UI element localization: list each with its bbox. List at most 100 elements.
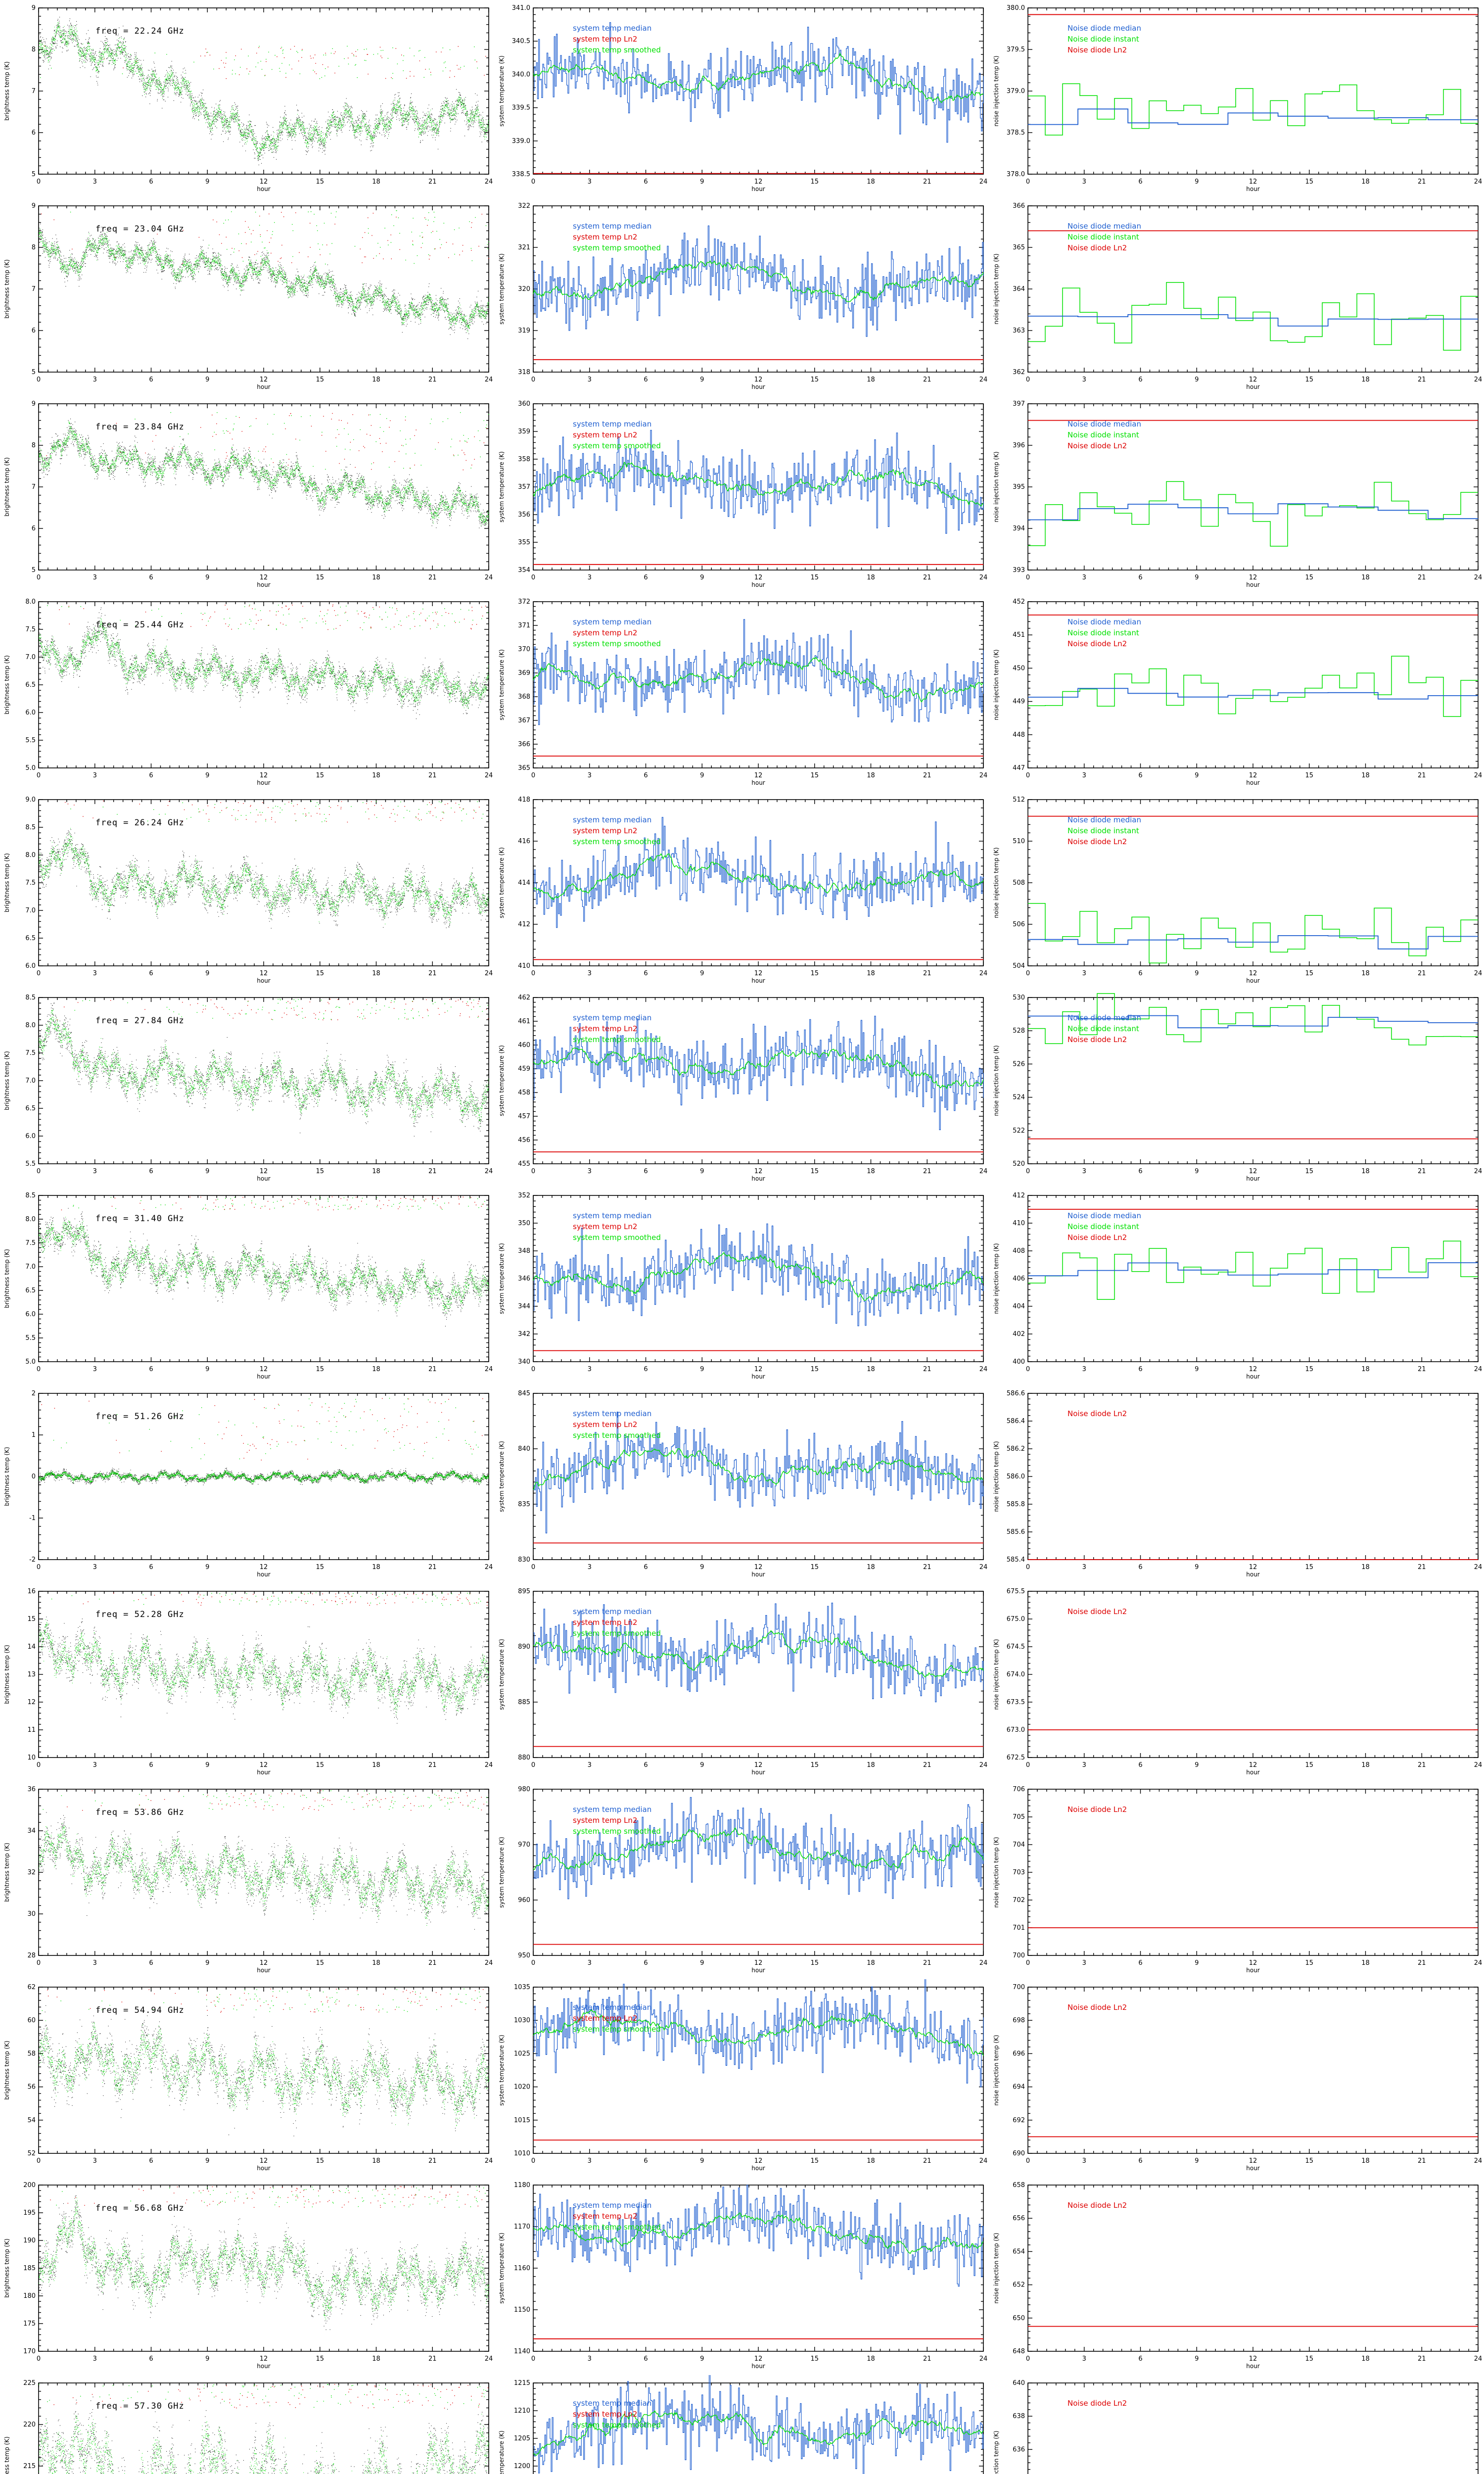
plot-svg: 0 3 6 9 12 15 18 21 24hour5.56.06.57.07.58.08.5b… (0, 990, 495, 1188)
legend-entry: system temp smoothed (573, 243, 661, 252)
plot-svg: 0 3 6 9 12 15 18 21 24hour6.06.57.07.58.08.59.0b… (0, 792, 495, 990)
svg-text:7: 7 (32, 88, 36, 95)
legend-entry: Noise diode instant (1067, 628, 1139, 637)
panel-row: 0 3 6 9 12 15 18 21 24 hour 170 175 180 185 190 195 200 b… (0, 2177, 1484, 2375)
legend-entry: system temp smoothed (573, 1233, 661, 1242)
panel-row: 0 3 6 9 12 15 18 21 24 hour 28 30 32 34 36 brightness t… (0, 1781, 1484, 1979)
panel-row: 0 3 6 9 12 15 18 21 24 hour -2 -1 0 1 2 brightness temp… (0, 1385, 1484, 1583)
plot-panel-noisediode: 0 3 6 9 12 15 18 21 24 hour 393 394 395 396 397 noise i… (989, 396, 1484, 594)
plot-panel-noisediode: 0 3 6 9 12 15 18 21 24 hour 672.5 673.0 673.5 674.0 67… (989, 1583, 1484, 1781)
plot-panel-systemp: 0 3 6 9 12 15 18 21 24 hour 830 835 840 845 system tem… (495, 1385, 989, 1583)
plot-panel-systemp: 0 3 6 9 12 15 18 21 24 hour 338.5 339.0 339.5 340.0 34… (495, 0, 989, 198)
legend-entry: system temp median (573, 1409, 651, 1418)
legend-entry: Noise diode median (1067, 1211, 1141, 1220)
plot-panel-noisediode: 0 3 6 9 12 15 18 21 24 hour 362 363 364 365 366 noise i… (989, 198, 1484, 396)
plot-svg: 0 3 6 9 12 15 18 21 24hour525456586062brightness… (0, 1979, 495, 2177)
panel-row: 0 3 6 9 12 15 18 21 24 hour 5 6 7 8 9 brightness temp (… (0, 396, 1484, 594)
plot-panel-noisediode: 0 3 6 9 12 15 18 21 24 hour 400 402 404 406 408 410 412 n… (989, 1188, 1484, 1385)
plot-svg: 0 3 6 9 12 15 18 21 24hour690692694696698700nois… (989, 1979, 1484, 2177)
plot-svg: 0 3 6 9 12 15 18 21 24hour410412414416418system … (495, 792, 989, 990)
legend-entry: Noise diode Ln2 (1067, 243, 1127, 252)
legend-entry: Noise diode instant (1067, 233, 1139, 241)
panel-row: 0 3 6 9 12 15 18 21 24 hour 5.5 6.0 6.5 7.0 7.5 8.0 8.5 b… (0, 990, 1484, 1188)
legend-entry: system temp Ln2 (573, 1024, 637, 1033)
legend-entry: system temp smoothed (573, 2421, 661, 2429)
plot-panel-brightness: 0 3 6 9 12 15 18 21 24 hour 10 11 12 13 14 15 16 brightne… (0, 1583, 495, 1781)
plot-svg: 0 3 6 9 12 15 18 21 24hour5.05.56.06.57.07.58.0b… (0, 594, 495, 792)
svg-text:18: 18 (372, 178, 380, 186)
panel-row: 03691215182124hour205210215220225brightn… (0, 2375, 1484, 2474)
plot-panel-noisediode: 0 3 6 9 12 15 18 21 24 hour 520 522 524 526 528 530 nois… (989, 990, 1484, 1188)
legend-entry: Noise diode instant (1067, 1024, 1139, 1033)
plot-panel-systemp: 0 3 6 9 12 15 18 21 24 hour 1010 1015 1020 1025 1030 10… (495, 1979, 989, 2177)
plot-svg: 0 3 6 9 12 15 18 21 24hour400402404406408410412n… (989, 1188, 1484, 1385)
legend-entry: system temp median (573, 1805, 651, 1814)
legend-entry: system temp median (573, 420, 651, 428)
plot-panel-noisediode: 0 3 6 9 12 15 18 21 24 hour 378.0 378.5 379.0 379.5 38… (989, 0, 1484, 198)
plot-svg: 0 3 6 9 12 15 18 21 24hour447448449450451452nois… (989, 594, 1484, 792)
plot-svg: 03691215182124hour1185119011951200120512… (495, 2375, 989, 2474)
plot-svg: 0 3 6 9 12 15 18 21 24hour3653663673683693703713… (495, 594, 989, 792)
plot-panel-noisediode: 0 3 6 9 12 15 18 21 24 hour 504 506 508 510 512 noise i… (989, 792, 1484, 990)
plot-panel-systemp: 0 3 6 9 12 15 18 21 24 hour 455 456 457 458 459 460 461 4… (495, 990, 989, 1188)
svg-text:9: 9 (205, 178, 209, 186)
legend-entry: Noise diode Ln2 (1067, 2003, 1127, 2012)
legend-entry: Noise diode Ln2 (1067, 1409, 1127, 1418)
legend-entry: Noise diode Ln2 (1067, 1035, 1127, 1044)
plot-panel-brightness: 0 3 6 9 12 15 18 21 24 hour 28 30 32 34 36 brightness t… (0, 1781, 495, 1979)
plot-svg: 0 3 6 9 12 15 18 21 24hour5.05.56.06.57.07.58.08… (0, 1188, 495, 1385)
freq-label: freq = 56.68 GHz (95, 2203, 185, 2213)
panel-row: 0 3 6 9 12 15 18 21 24 hour 5 6 7 8 9 brightness temp (… (0, 0, 1484, 198)
freq-label: freq = 53.86 GHz (95, 1808, 185, 1817)
plot-svg: 0 3 6 9 12 15 18 21 24hour648650652654656658nois… (989, 2177, 1484, 2375)
plot-panel-brightness: 0 3 6 9 12 15 18 21 24 hour 5 6 7 8 9 brightness temp (… (0, 396, 495, 594)
legend-entry: Noise diode instant (1067, 430, 1139, 439)
plot-svg: 0 3 6 9 12 15 18 21 24hour4554564574584594604614… (495, 990, 989, 1188)
plot-panel-brightness: 0 3 6 9 12 15 18 21 24 hour 6.0 6.5 7.0 7.5 8.0 8.5 9.0 b… (0, 792, 495, 990)
legend-entry: system temp smoothed (573, 1629, 661, 1638)
plot-panel-noisediode: 0 3 6 9 12 15 18 21 24 hour 690 692 694 696 698 700 nois… (989, 1979, 1484, 2177)
panel-row: 0 3 6 9 12 15 18 21 24 hour 5.0 5.5 6.0 6.5 7.0 7.5 8.0 b… (0, 594, 1484, 792)
freq-label: freq = 22.24 GHz (95, 26, 185, 36)
plot-svg: 0 3 6 9 12 15 18 21 24hour700701702703704705706n… (989, 1781, 1484, 1979)
plot-svg: 0 3 6 9 12 15 18 21 24hour170175180185190195200b… (0, 2177, 495, 2375)
plot-panel-brightness: 0 3 6 9 12 15 18 21 24 hour 5.0 5.5 6.0 6.5 7.0 7.5 8.0 8… (0, 1188, 495, 1385)
freq-label: freq = 51.26 GHz (95, 1412, 185, 1422)
legend-entry: system temp smoothed (573, 1431, 661, 1440)
svg-text:5: 5 (32, 171, 36, 178)
legend-entry: system temp Ln2 (573, 1222, 637, 1231)
svg-text:8: 8 (32, 46, 36, 53)
panel-row: 0 3 6 9 12 15 18 21 24 hour 52 54 56 58 60 62 brightness… (0, 1979, 1484, 2177)
legend-entry: system temp smoothed (573, 441, 661, 450)
legend-entry: Noise diode instant (1067, 35, 1139, 44)
plot-svg: 0 3 6 9 12 15 18 21 24hour520522524526528530nois… (989, 990, 1484, 1188)
plot-svg: 0 3 6 9 12 15 18 21 24hour354355356357358359360s… (495, 396, 989, 594)
legend-entry: Noise diode median (1067, 420, 1141, 428)
plot-panel-systemp: 0 3 6 9 12 15 18 21 24 hour 950 960 970 980 system tem… (495, 1781, 989, 1979)
legend-entry: system temp smoothed (573, 1035, 661, 1044)
plot-panel-noisediode: 0 3 6 9 12 15 18 21 24 hour 700 701 702 703 704 705 706 n… (989, 1781, 1484, 1979)
legend-entry: system temp median (573, 815, 651, 824)
legend-entry: system temp Ln2 (573, 430, 637, 439)
legend-entry: Noise diode instant (1067, 1222, 1139, 1231)
plot-svg: 03691215182124hour205210215220225brightn… (0, 2375, 495, 2474)
legend-entry: system temp median (573, 1211, 651, 1220)
plot-svg: 0 3 6 9 12 15 18 21 24hour11401150116011701180sy… (495, 2177, 989, 2375)
plot-panel-systemp: 0 3 6 9 12 15 18 21 24 hour 354 355 356 357 358 359 360 s… (495, 396, 989, 594)
svg-text:21: 21 (428, 178, 437, 186)
plot-panel-noisediode: 0 3 6 9 12 15 18 21 24 hour 648 650 652 654 656 658 nois… (989, 2177, 1484, 2375)
legend-entry: system temp median (573, 24, 651, 33)
plot-panel-noisediode: 0 3 6 9 12 15 18 21 24 hour 447 448 449 450 451 452 nois… (989, 594, 1484, 792)
plot-svg: 0 3 6 9 12 15 18 21 24hour585.4585.6585.8586.058… (989, 1385, 1484, 1583)
legend-entry: system temp Ln2 (573, 1420, 637, 1429)
plot-panel-noisediode: 03691215182124hour630632634636638640nois… (989, 2375, 1484, 2474)
legend-entry: system temp median (573, 2003, 651, 2012)
svg-text:12: 12 (260, 178, 268, 186)
panel-row: 0 3 6 9 12 15 18 21 24 hour 6.0 6.5 7.0 7.5 8.0 8.5 9.0 b… (0, 792, 1484, 990)
plot-panel-systemp: 0 3 6 9 12 15 18 21 24 hour 410 412 414 416 418 system … (495, 792, 989, 990)
